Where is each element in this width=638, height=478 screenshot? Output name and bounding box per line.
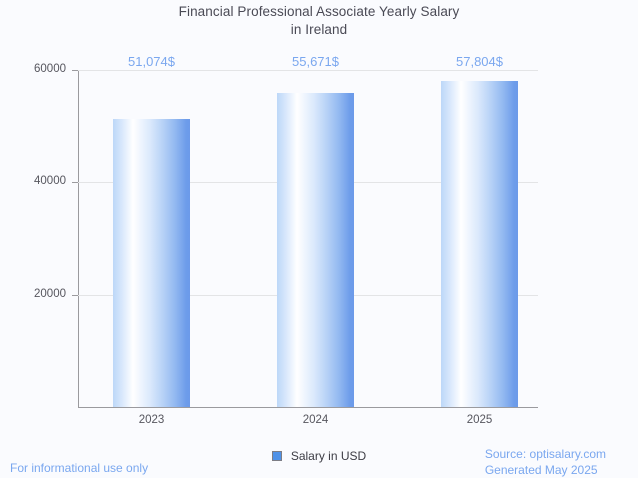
y-tick-label-20000: 20000 <box>34 288 66 300</box>
footer-source: Source: optisalary.com <box>484 447 606 461</box>
bar-2025[interactable] <box>441 81 518 407</box>
chart-legend: Salary in USD <box>0 449 638 463</box>
y-tick-mark-40000 <box>72 182 78 183</box>
chart-title: Financial Professional Associate Yearly … <box>0 3 638 39</box>
x-axis-line <box>78 407 538 408</box>
gridline-60000 <box>78 70 538 71</box>
footer-generated: Generated May 2025 <box>484 463 598 477</box>
bar-2023[interactable] <box>113 119 190 407</box>
bar-value-label-2023: 51,074$ <box>128 54 175 69</box>
x-tick-label-2024: 2024 <box>302 414 329 426</box>
chart-title-line-1: Financial Professional Associate Yearly … <box>178 4 460 19</box>
y-axis-line <box>78 70 79 408</box>
x-tick-label-2025: 2025 <box>466 414 493 426</box>
bar-value-label-2025: 57,804$ <box>456 54 503 69</box>
footer-disclaimer: For informational use only <box>10 461 149 475</box>
x-tick-label-2023: 2023 <box>138 414 165 426</box>
y-tick-mark-20000 <box>72 295 78 296</box>
footer-source-block: Source: optisalary.com Generated May 202… <box>485 446 606 478</box>
legend-item-salary-in-usd[interactable]: Salary in USD <box>271 449 367 463</box>
plot-area <box>78 70 538 407</box>
y-tick-label-60000: 60000 <box>34 63 66 75</box>
y-tick-label-40000: 40000 <box>34 175 66 187</box>
y-tick-mark-60000 <box>72 70 78 71</box>
legend-swatch-icon <box>271 451 282 461</box>
chart-title-line-2: in Ireland <box>290 22 348 37</box>
legend-item-label: Salary in USD <box>290 449 367 463</box>
bar-value-label-2024: 55,671$ <box>292 54 339 69</box>
bar-2024[interactable] <box>277 93 354 407</box>
